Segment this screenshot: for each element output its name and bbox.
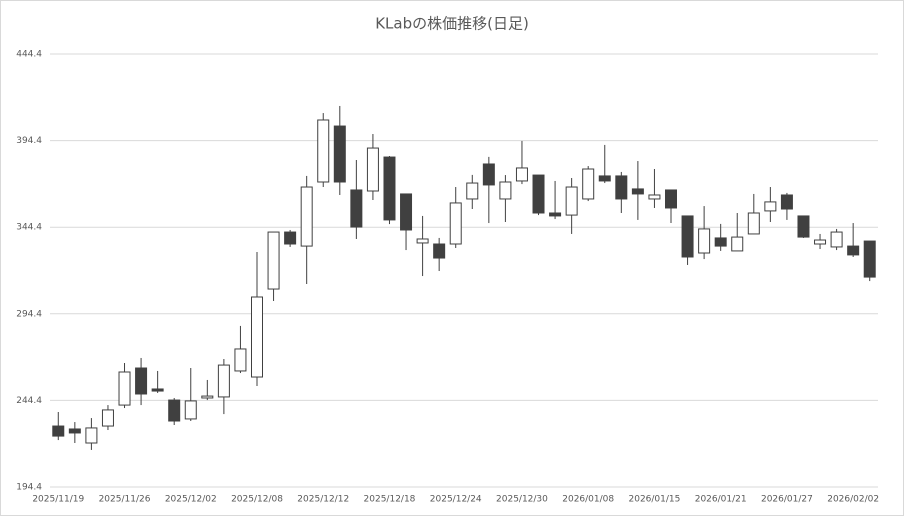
candle-body (217, 364, 230, 398)
candle-body (847, 245, 860, 256)
candle-body (284, 231, 297, 245)
candle-body (466, 182, 479, 200)
candle-body (383, 156, 396, 221)
candle-body (184, 400, 197, 420)
y-tick-label: 194.4 (16, 483, 42, 493)
candle-body (267, 231, 280, 290)
candle-body (68, 428, 81, 434)
candle-body (416, 238, 429, 244)
candle-body (499, 181, 512, 200)
candle-body (118, 371, 131, 406)
candle-body (830, 231, 843, 248)
x-tick-label: 2025/12/30 (496, 495, 548, 505)
candle-body (251, 296, 263, 378)
candle-body (400, 193, 413, 231)
x-tick-label: 2026/01/15 (629, 495, 681, 505)
candle-body (85, 427, 98, 444)
y-tick-label: 244.4 (16, 396, 42, 406)
x-tick-label: 2025/11/26 (99, 495, 151, 505)
candle-body (135, 367, 148, 395)
candle-body (549, 212, 562, 217)
y-tick-label: 394.4 (16, 136, 42, 146)
x-tick-label: 2025/11/19 (32, 495, 84, 505)
candle-body (780, 194, 793, 210)
x-tick-label: 2026/02/02 (827, 495, 879, 505)
candle-body (234, 348, 247, 372)
candle-body (101, 409, 114, 427)
candle-body (764, 201, 777, 212)
candle-body (582, 168, 595, 200)
x-tick-label: 2025/12/12 (297, 495, 349, 505)
candle-body (714, 237, 727, 247)
candle-body (648, 194, 661, 200)
candle-body (300, 186, 313, 247)
candle-body (665, 189, 677, 209)
y-tick-label: 294.4 (16, 309, 42, 319)
candle-body (52, 425, 65, 437)
candle-body (515, 167, 528, 182)
candle-body (797, 215, 810, 238)
candle-body (747, 212, 760, 235)
y-tick-label: 344.4 (16, 223, 42, 233)
x-tick-label: 2026/01/27 (761, 495, 813, 505)
y-tick-label: 444.4 (16, 50, 42, 60)
candle-body (333, 125, 346, 183)
candle-body (168, 399, 181, 422)
candle-body (201, 395, 214, 399)
x-tick-label: 2025/12/24 (430, 495, 482, 505)
candle-body (631, 188, 644, 195)
candle-body (863, 240, 876, 278)
candle-body (433, 243, 446, 259)
candle-body (532, 174, 545, 214)
candle-body (366, 147, 379, 192)
candle-body (482, 163, 495, 186)
x-tick-label: 2026/01/08 (562, 495, 614, 505)
chart-title: KLabの株価推移(日足) (375, 15, 529, 33)
candle-body (151, 388, 164, 392)
candle-body (681, 215, 694, 258)
x-tick-label: 2025/12/18 (364, 495, 416, 505)
candle-body (317, 119, 330, 183)
candle-body (731, 236, 744, 252)
x-tick-label: 2025/12/08 (231, 495, 283, 505)
candle-body (449, 202, 462, 245)
x-tick-label: 2025/12/02 (165, 495, 217, 505)
candle-body (565, 186, 578, 216)
candle-body (598, 175, 611, 182)
candle-body (350, 189, 363, 228)
candle-body (814, 239, 827, 245)
candle-body (698, 228, 711, 254)
x-tick-label: 2026/01/21 (695, 495, 747, 505)
candle-body (615, 175, 628, 200)
